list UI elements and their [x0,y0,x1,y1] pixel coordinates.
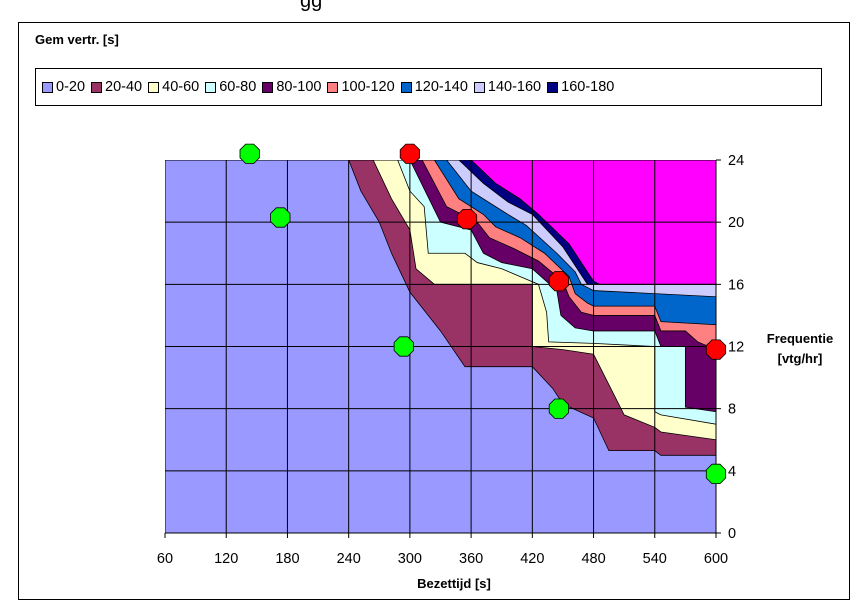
legend-swatch [327,81,339,93]
legend-label: 80-100 [276,79,322,95]
legend-label: 140-160 [487,79,542,95]
y-tick-label: 24 [728,153,744,169]
y-axis-title: Frequentie [767,331,833,346]
green-marker [548,398,569,419]
legend-entry: 0-20 [42,79,85,95]
x-tick-label: 600 [704,551,728,567]
legend-label: 60-80 [219,79,257,95]
legend-swatch [262,81,274,93]
red-marker [548,271,569,292]
x-tick-label: 540 [643,551,667,567]
legend-entry: 40-60 [148,79,199,95]
legend-swatch [42,81,53,93]
y-tick-label: 4 [728,464,736,480]
legend-entry: 60-80 [205,79,256,95]
legend-swatch [473,81,485,93]
red-marker [705,339,727,360]
green-marker [705,463,727,485]
x-tick-label: 60 [157,551,173,567]
green-marker [239,143,260,164]
x-tick-label: 240 [337,551,361,567]
legend-swatch [205,81,217,93]
chart-title: Gem vertr. [s] [35,32,119,47]
header-fragment: gg [300,0,323,12]
legend-label: 0-20 [56,79,86,95]
y-tick-label: 0 [728,526,736,542]
y-tick-label: 8 [728,402,736,418]
x-tick-label: 360 [459,551,483,567]
legend-swatch [400,81,412,93]
y-tick-label: 20 [728,215,744,231]
legend: 0-20 20-40 40-60 60-80 80-100 100-120 120-140 1… [35,68,822,106]
legend-label: 40-60 [162,79,200,95]
legend-label: 160-180 [561,79,615,95]
y-tick-label: 12 [728,340,744,356]
legend-swatch [547,81,559,93]
legend-entry: 120-140 [400,79,468,95]
green-marker [270,207,291,228]
x-tick-label: 480 [581,551,605,567]
red-marker [399,143,421,164]
legend-swatch [91,81,103,93]
y-tick-label: 16 [728,277,744,293]
legend-entry: 140-160 [473,79,542,95]
legend-entry: 20-40 [91,79,142,95]
x-tick-label: 300 [398,551,422,567]
plot-area [165,160,716,533]
x-tick-label: 180 [275,551,299,567]
legend-label: 20-40 [105,79,143,95]
x-tick-label: 420 [520,551,544,567]
y-axis-title: [vtg/hr] [778,351,823,366]
legend-entry: 160-180 [547,79,614,95]
legend-entry: 100-120 [327,79,395,95]
x-axis-title: Bezettijd [s] [417,576,491,591]
legend-label: 120-140 [414,79,468,95]
legend-label: 100-120 [341,79,395,95]
green-marker [393,336,414,357]
x-tick-label: 120 [214,551,238,567]
red-marker [456,208,478,230]
legend-swatch [148,81,160,93]
legend-entry: 80-100 [262,79,321,95]
